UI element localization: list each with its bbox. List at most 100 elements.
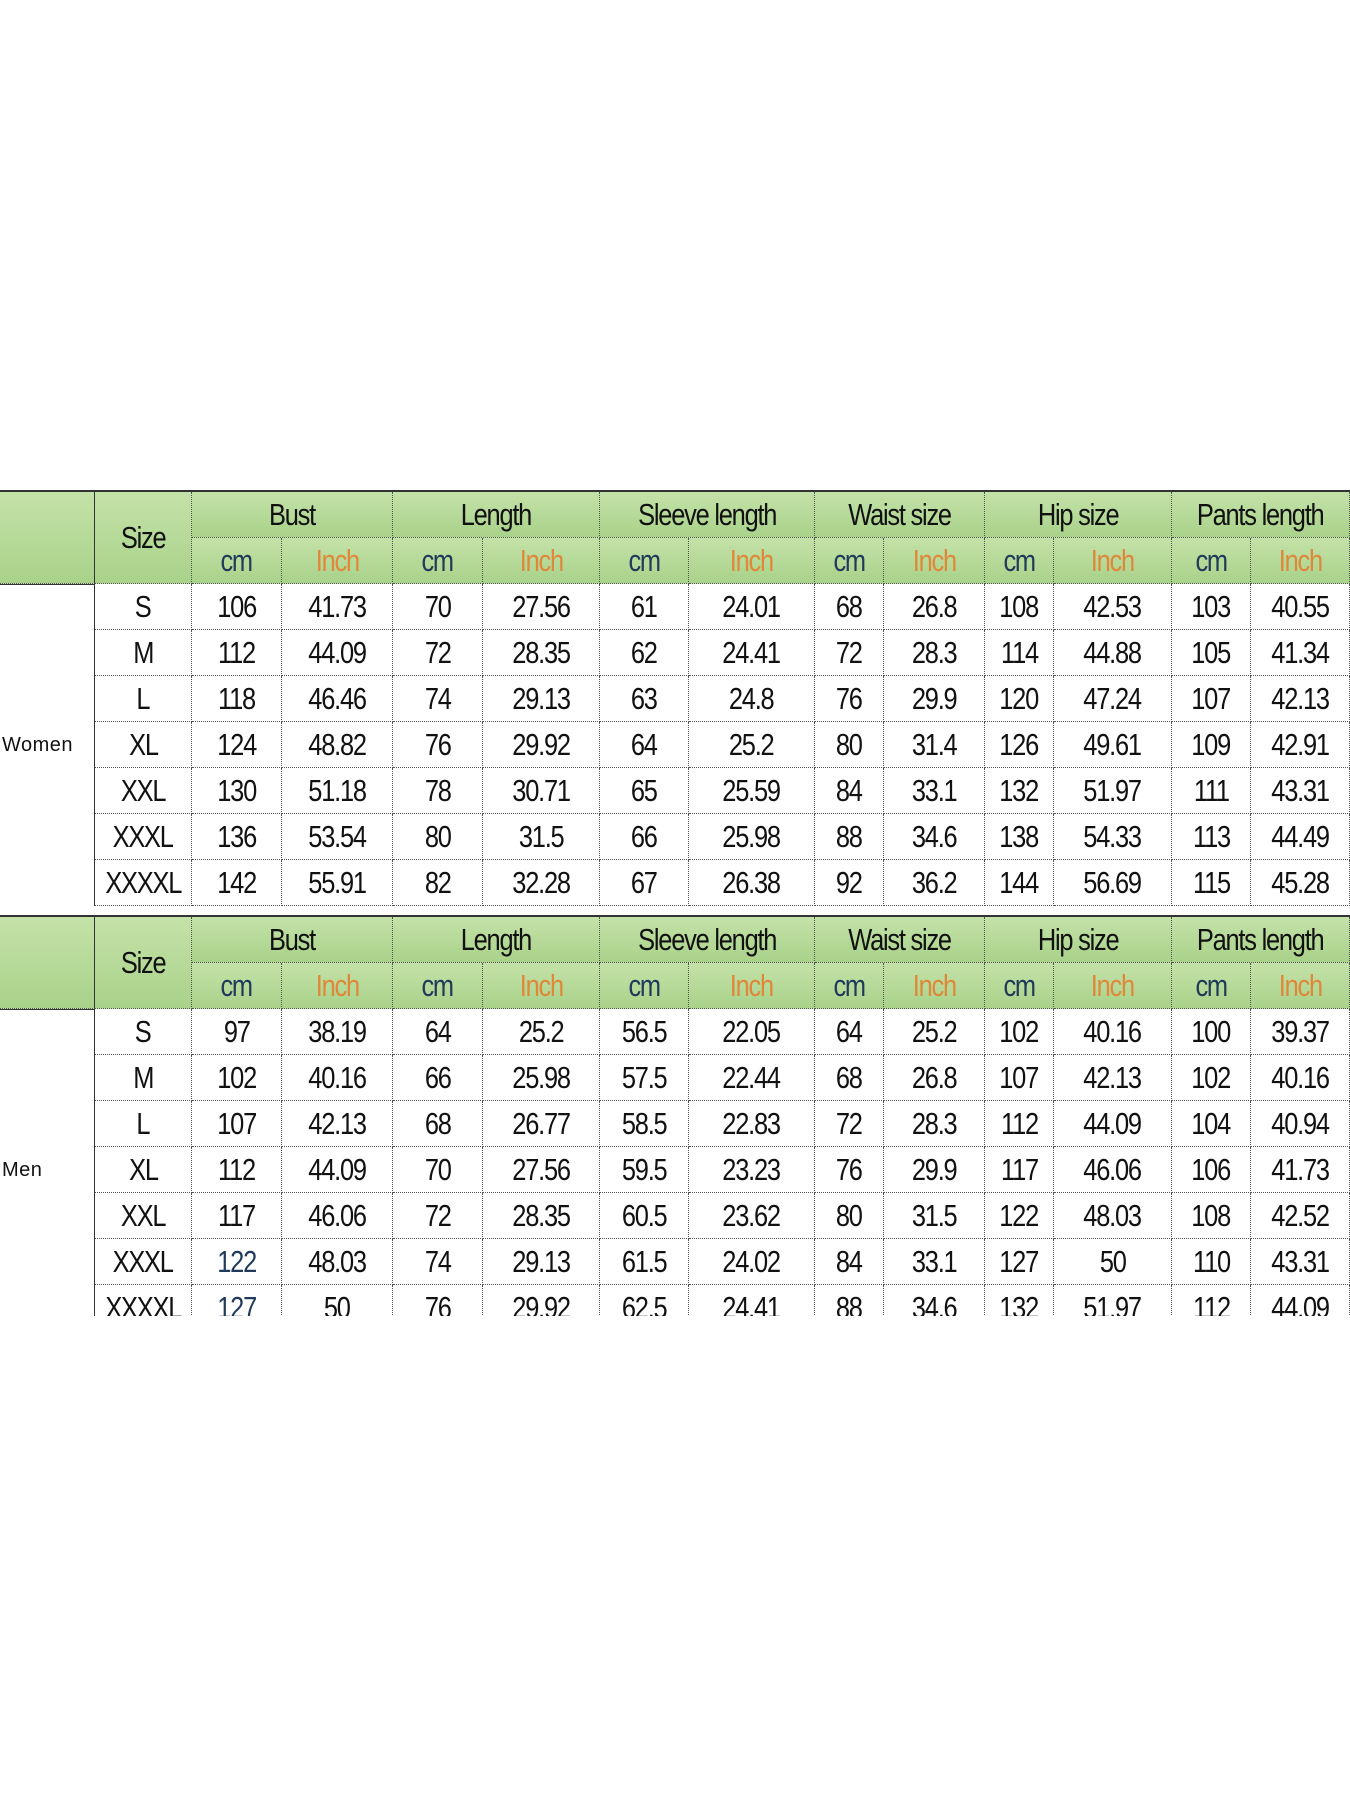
size-header: Size: [95, 492, 192, 584]
value-cell-text: 56.5: [621, 1013, 668, 1049]
value-cell: 111: [1172, 768, 1251, 814]
value-cell-text: 114: [1000, 634, 1039, 670]
size-cell: XXXXL: [95, 860, 192, 906]
value-cell: 107: [985, 1055, 1054, 1101]
unit-cm-text: cm: [220, 542, 254, 578]
value-cell-text: 68: [424, 1105, 452, 1141]
value-cell: 68: [393, 1101, 483, 1147]
measure-header: Pants length: [1172, 917, 1350, 963]
value-cell: 63: [600, 676, 689, 722]
value-cell: 108: [1172, 1193, 1251, 1239]
value-cell: 122: [192, 1239, 282, 1285]
value-cell-text: 24.02: [722, 1243, 782, 1279]
value-cell: 104: [1172, 1101, 1251, 1147]
value-cell-text: 34.6: [911, 818, 958, 854]
value-cell: 47.24: [1054, 676, 1172, 722]
value-cell: 26.77: [483, 1101, 600, 1147]
value-cell-text: 115: [1192, 864, 1231, 900]
size-header: Size: [95, 917, 192, 1009]
value-cell-text: 29.92: [512, 1289, 571, 1317]
size-header-text: Size: [120, 944, 167, 980]
value-cell: 80: [815, 1193, 884, 1239]
measure-header-text: Pants length: [1197, 921, 1325, 957]
value-cell: 60.5: [600, 1193, 689, 1239]
unit-inch-text: Inch: [519, 542, 563, 578]
value-cell-text: 42.13: [1083, 1059, 1143, 1095]
value-cell: 31.5: [483, 814, 600, 860]
value-cell-text: 57.5: [621, 1059, 668, 1095]
value-cell-text: 70: [424, 588, 452, 624]
value-cell: 41.73: [1251, 1147, 1350, 1193]
value-cell: 72: [393, 630, 483, 676]
value-cell-text: 106: [1191, 1151, 1232, 1187]
value-cell: 92: [815, 860, 884, 906]
unit-inch-text: Inch: [912, 967, 956, 1003]
value-cell-text: 102: [999, 1013, 1040, 1049]
value-cell: 74: [393, 1239, 483, 1285]
value-cell-text: 26.8: [911, 1059, 958, 1095]
value-cell-text: 24.01: [722, 588, 782, 624]
value-cell: 22.44: [689, 1055, 815, 1101]
value-cell: 110: [1172, 1239, 1251, 1285]
value-cell: 51.97: [1054, 1285, 1172, 1316]
unit-inch: Inch: [1251, 538, 1350, 584]
value-cell: 130: [192, 768, 282, 814]
value-cell: 120: [985, 676, 1054, 722]
value-cell: 22.05: [689, 1009, 815, 1055]
value-cell-text: 110: [1192, 1243, 1231, 1279]
unit-cm-text: cm: [1003, 542, 1036, 578]
value-cell-text: 54.33: [1083, 818, 1143, 854]
value-cell: 38.19: [282, 1009, 393, 1055]
value-cell-text: 44.09: [1083, 1105, 1143, 1141]
value-cell-text: 22.83: [722, 1105, 782, 1141]
value-cell: 30.71: [483, 768, 600, 814]
value-cell: 100: [1172, 1009, 1251, 1055]
size-cell-text: L: [136, 1105, 151, 1141]
value-cell-text: 84: [836, 772, 863, 808]
value-cell: 25.2: [483, 1009, 600, 1055]
value-cell-text: 41.73: [308, 588, 367, 624]
value-cell: 62.5: [600, 1285, 689, 1316]
value-cell: 31.5: [884, 1193, 985, 1239]
value-cell: 46.06: [1054, 1147, 1172, 1193]
value-cell-text: 72: [424, 634, 452, 670]
value-cell-text: 33.1: [911, 1243, 958, 1279]
value-cell: 29.92: [483, 1285, 600, 1316]
value-cell: 40.16: [1251, 1055, 1350, 1101]
value-cell-text: 130: [217, 772, 257, 808]
value-cell-text: 113: [1192, 818, 1231, 854]
value-cell-text: 22.05: [722, 1013, 782, 1049]
unit-cm: cm: [600, 538, 689, 584]
value-cell-text: 76: [836, 680, 863, 716]
unit-cm: cm: [815, 538, 884, 584]
size-header-text: Size: [120, 519, 167, 555]
value-cell: 72: [815, 1101, 884, 1147]
value-cell-text: 40.16: [308, 1059, 367, 1095]
group-label-text: Men: [2, 1159, 43, 1181]
value-cell: 62: [600, 630, 689, 676]
value-cell-text: 25.2: [518, 1013, 565, 1049]
value-cell-text: 28.3: [911, 634, 958, 670]
value-cell: 24.02: [689, 1239, 815, 1285]
value-cell-text: 80: [836, 726, 863, 762]
unit-cm-text: cm: [1003, 967, 1036, 1003]
value-cell: 57.5: [600, 1055, 689, 1101]
value-cell-text: 55.91: [308, 864, 367, 900]
value-cell: 55.91: [282, 860, 393, 906]
size-cell: XL: [95, 722, 192, 768]
value-cell-text: 136: [217, 818, 257, 854]
value-cell: 72: [815, 630, 884, 676]
size-cell-text: S: [135, 588, 152, 624]
value-cell-text: 72: [836, 634, 863, 670]
value-cell: 80: [815, 722, 884, 768]
unit-cm: cm: [1172, 963, 1251, 1009]
value-cell-text: 29.13: [512, 680, 571, 716]
unit-cm: cm: [600, 963, 689, 1009]
value-cell-text: 25.2: [729, 726, 775, 762]
value-cell: 42.13: [282, 1101, 393, 1147]
value-cell-text: 26.77: [512, 1105, 571, 1141]
value-cell-text: 44.09: [1271, 1289, 1330, 1317]
value-cell-text: 53.54: [308, 818, 367, 854]
value-cell-text: 51.97: [1083, 1289, 1143, 1317]
value-cell-text: 76: [424, 1289, 452, 1317]
